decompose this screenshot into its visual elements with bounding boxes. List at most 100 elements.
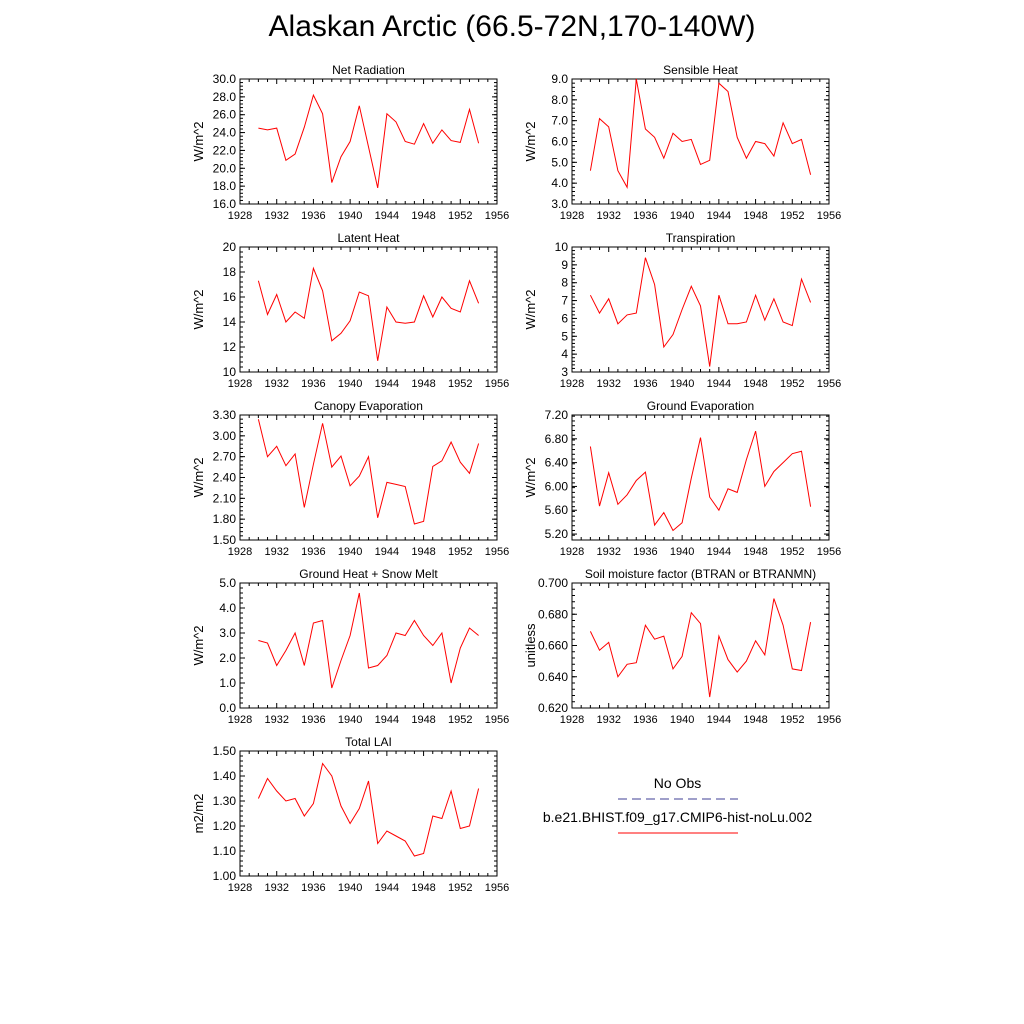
y-axis-label: W/m^2 — [523, 289, 538, 329]
y-tick-label: 3.0 — [551, 197, 568, 211]
x-tick-label: 1928 — [228, 378, 252, 390]
y-tick-label: 8 — [561, 276, 568, 290]
x-tick-label: 1956 — [817, 210, 841, 222]
plot-frame — [239, 582, 498, 709]
y-tick-label: 5.0 — [551, 155, 568, 169]
chart-title: Latent Heat — [337, 231, 400, 245]
x-tick-label: 1936 — [301, 546, 325, 558]
y-tick-label: 7.0 — [551, 114, 568, 128]
x-tick-label: 1936 — [301, 882, 325, 894]
y-tick-label: 1.00 — [213, 869, 237, 883]
x-tick-label: 1940 — [670, 210, 694, 222]
x-tick-label: 1948 — [743, 210, 767, 222]
x-tick-label: 1956 — [485, 546, 509, 558]
x-tick-label: 1952 — [780, 210, 804, 222]
page-title: Alaskan Arctic (66.5-72N,170-140W) — [268, 10, 756, 43]
plot-frame — [239, 414, 498, 541]
chart-title: Net Radiation — [332, 63, 405, 77]
legend-model-line — [618, 832, 738, 834]
plot-frame — [239, 78, 498, 205]
x-tick-label: 1932 — [596, 546, 620, 558]
chart-title: Ground Evaporation — [647, 399, 754, 413]
x-tick-label: 1956 — [485, 210, 509, 222]
x-tick-label: 1936 — [633, 714, 657, 726]
plot-frame — [571, 246, 830, 373]
x-tick-label: 1928 — [560, 546, 584, 558]
x-tick-label: 1948 — [743, 714, 767, 726]
y-tick-label: 0.700 — [538, 576, 568, 590]
y-tick-label: 20.0 — [213, 161, 237, 175]
x-tick-label: 1940 — [338, 546, 362, 558]
y-tick-label: 18 — [223, 265, 237, 279]
y-tick-label: 3.30 — [213, 408, 237, 422]
y-tick-label: 1.80 — [213, 512, 237, 526]
x-tick-label: 1944 — [707, 546, 731, 558]
y-tick-label: 1.40 — [213, 769, 237, 783]
y-tick-label: 4.0 — [551, 176, 568, 190]
y-tick-label: 1.0 — [219, 676, 236, 690]
y-tick-label: 6 — [561, 311, 568, 325]
x-tick-label: 1956 — [817, 714, 841, 726]
legend-obs-label: No Obs — [653, 775, 702, 791]
x-tick-label: 1952 — [448, 378, 472, 390]
y-tick-label: 0.680 — [538, 607, 568, 621]
x-tick-label: 1952 — [448, 882, 472, 894]
series-line — [589, 430, 812, 532]
x-tick-label: 1944 — [375, 546, 399, 558]
y-tick-label: 5.60 — [545, 503, 569, 517]
y-tick-label: 2.10 — [213, 491, 237, 505]
x-tick-label: 1956 — [485, 882, 509, 894]
x-tick-label: 1956 — [817, 378, 841, 390]
x-tick-label: 1944 — [375, 714, 399, 726]
x-tick-label: 1940 — [670, 546, 694, 558]
x-tick-label: 1948 — [411, 882, 435, 894]
x-tick-label: 1952 — [448, 546, 472, 558]
y-axis-label: m2/m2 — [191, 794, 206, 834]
y-tick-label: 16 — [223, 290, 237, 304]
x-tick-label: 1956 — [817, 546, 841, 558]
y-tick-label: 14 — [223, 315, 237, 329]
series-line — [257, 419, 480, 525]
x-tick-label: 1948 — [411, 378, 435, 390]
chart-panel-5: Ground Evaporation W/m^2 1928 1932 1936 1940 1… — [523, 399, 841, 558]
y-tick-label: 1.20 — [213, 819, 237, 833]
y-tick-label: 3 — [561, 365, 568, 379]
x-tick-label: 1948 — [743, 546, 767, 558]
x-tick-label: 1940 — [670, 378, 694, 390]
plot-frame — [239, 246, 498, 373]
series-line — [258, 592, 479, 689]
x-tick-label: 1932 — [596, 210, 620, 222]
x-tick-label: 1944 — [707, 378, 731, 390]
legend: No Obs b.e21.BHIST.f09_g17.CMIP6-hist-no… — [530, 775, 825, 841]
x-tick-label: 1936 — [633, 210, 657, 222]
series-line — [589, 78, 812, 189]
y-tick-label: 5.20 — [545, 527, 569, 541]
chart-panel-8: Total LAI m2/m2 1928 1932 1936 1940 1944 1948 19… — [191, 735, 509, 894]
x-tick-label: 1932 — [596, 714, 620, 726]
y-axis-label: W/m^2 — [191, 625, 206, 665]
x-tick-label: 1932 — [264, 882, 288, 894]
y-tick-label: 9 — [561, 258, 568, 272]
chart-title: Ground Heat + Snow Melt — [299, 567, 438, 581]
y-tick-label: 18.0 — [213, 179, 237, 193]
x-tick-label: 1944 — [707, 210, 731, 222]
plot-frame — [571, 78, 830, 205]
legend-obs-line — [618, 798, 738, 800]
x-tick-label: 1936 — [633, 378, 657, 390]
y-axis-label: unitless — [523, 623, 538, 668]
x-tick-label: 1952 — [448, 210, 472, 222]
x-tick-label: 1936 — [301, 714, 325, 726]
y-tick-label: 6.40 — [545, 456, 569, 470]
series-line — [258, 93, 480, 189]
series-line — [257, 266, 480, 361]
x-tick-label: 1944 — [375, 882, 399, 894]
x-tick-label: 1932 — [264, 714, 288, 726]
x-tick-label: 1956 — [485, 714, 509, 726]
series-line — [589, 257, 812, 367]
x-tick-label: 1940 — [338, 714, 362, 726]
y-tick-label: 4.0 — [219, 601, 236, 615]
y-tick-label: 1.50 — [213, 533, 237, 547]
x-tick-label: 1928 — [228, 882, 252, 894]
x-tick-label: 1928 — [560, 714, 584, 726]
y-axis-label: W/m^2 — [191, 289, 206, 329]
